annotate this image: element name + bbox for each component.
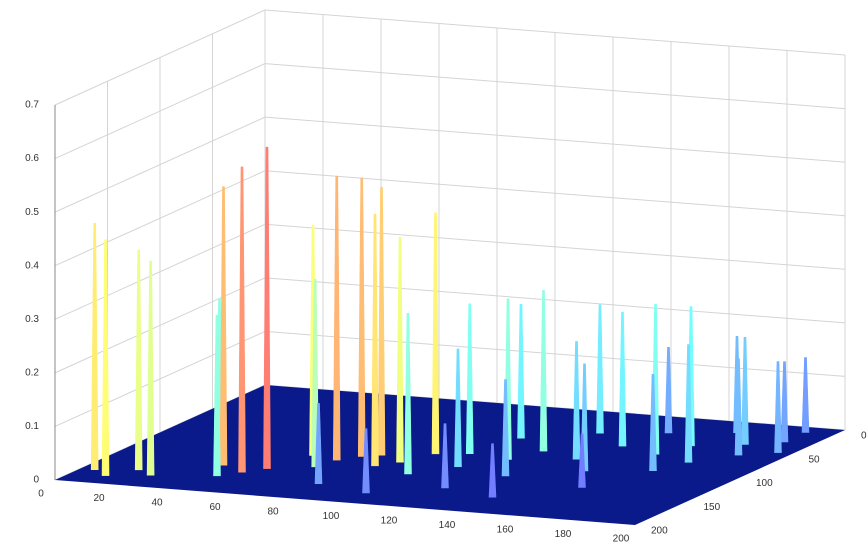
grid-line xyxy=(264,63,846,110)
grid-line xyxy=(54,9,266,106)
y-tick-label: 200 xyxy=(651,526,668,537)
spike xyxy=(219,186,228,466)
x-tick-label: 140 xyxy=(439,520,456,531)
spike xyxy=(596,304,604,434)
grid-line xyxy=(264,9,846,56)
x-tick-label: 0 xyxy=(38,489,44,500)
x-tick-label: 100 xyxy=(323,511,340,522)
z-tick-label: 0.4 xyxy=(25,260,39,271)
x-tick-label: 60 xyxy=(209,502,221,513)
spike xyxy=(618,311,627,447)
spike xyxy=(213,314,221,477)
spike xyxy=(741,337,749,445)
spike xyxy=(801,357,810,433)
spike xyxy=(441,423,449,489)
spike xyxy=(539,290,548,452)
spike xyxy=(431,212,440,455)
spike xyxy=(488,443,497,498)
spike xyxy=(404,312,412,475)
grid-line xyxy=(54,63,266,160)
spike xyxy=(780,361,789,443)
spike xyxy=(517,304,525,439)
x-tick-label: 40 xyxy=(151,498,163,509)
grid-line xyxy=(264,116,846,163)
floor xyxy=(55,385,845,525)
grid-line xyxy=(54,170,266,267)
spike xyxy=(101,239,110,476)
z-tick-label: 0 xyxy=(33,475,39,486)
spike xyxy=(314,403,323,485)
spike xyxy=(377,187,386,456)
spike xyxy=(664,346,673,434)
spike xyxy=(238,166,246,473)
spike xyxy=(578,433,586,488)
spike xyxy=(774,361,782,453)
y-tick-label: 150 xyxy=(704,502,721,513)
grid-line xyxy=(54,330,266,427)
x-tick-label: 80 xyxy=(267,507,279,518)
spike xyxy=(684,344,693,463)
z-tick-label: 0.6 xyxy=(25,153,39,164)
spike xyxy=(146,260,155,476)
spike xyxy=(572,341,581,460)
spike xyxy=(396,236,404,463)
x-tick-label: 200 xyxy=(613,534,630,542)
spike xyxy=(371,213,379,467)
spike xyxy=(454,348,462,468)
x-tick-label: 120 xyxy=(381,516,398,527)
grid-line xyxy=(54,223,266,320)
x-tick-label: 160 xyxy=(497,525,514,536)
spike xyxy=(465,303,474,455)
spike xyxy=(362,428,370,494)
z-tick-label: 0.1 xyxy=(25,421,39,432)
spike xyxy=(501,379,510,477)
spike xyxy=(332,175,341,461)
x-tick-label: 20 xyxy=(93,493,105,504)
grid-line xyxy=(54,116,266,213)
y-tick-label: 100 xyxy=(756,478,773,489)
spike xyxy=(357,177,366,457)
y-tick-label: 0 xyxy=(861,431,867,442)
z-tick-label: 0.5 xyxy=(25,207,39,218)
z-tick-label: 0.2 xyxy=(25,367,39,378)
grid-line xyxy=(54,277,266,374)
z-tick-label: 0.3 xyxy=(25,314,39,325)
y-tick-label: 50 xyxy=(809,454,821,465)
spike xyxy=(263,146,271,469)
spike xyxy=(90,222,99,471)
z-tick-label: 0.7 xyxy=(25,100,39,111)
x-tick-label: 180 xyxy=(555,529,572,540)
spike xyxy=(649,374,657,472)
spike xyxy=(734,358,743,456)
spike xyxy=(134,249,143,471)
